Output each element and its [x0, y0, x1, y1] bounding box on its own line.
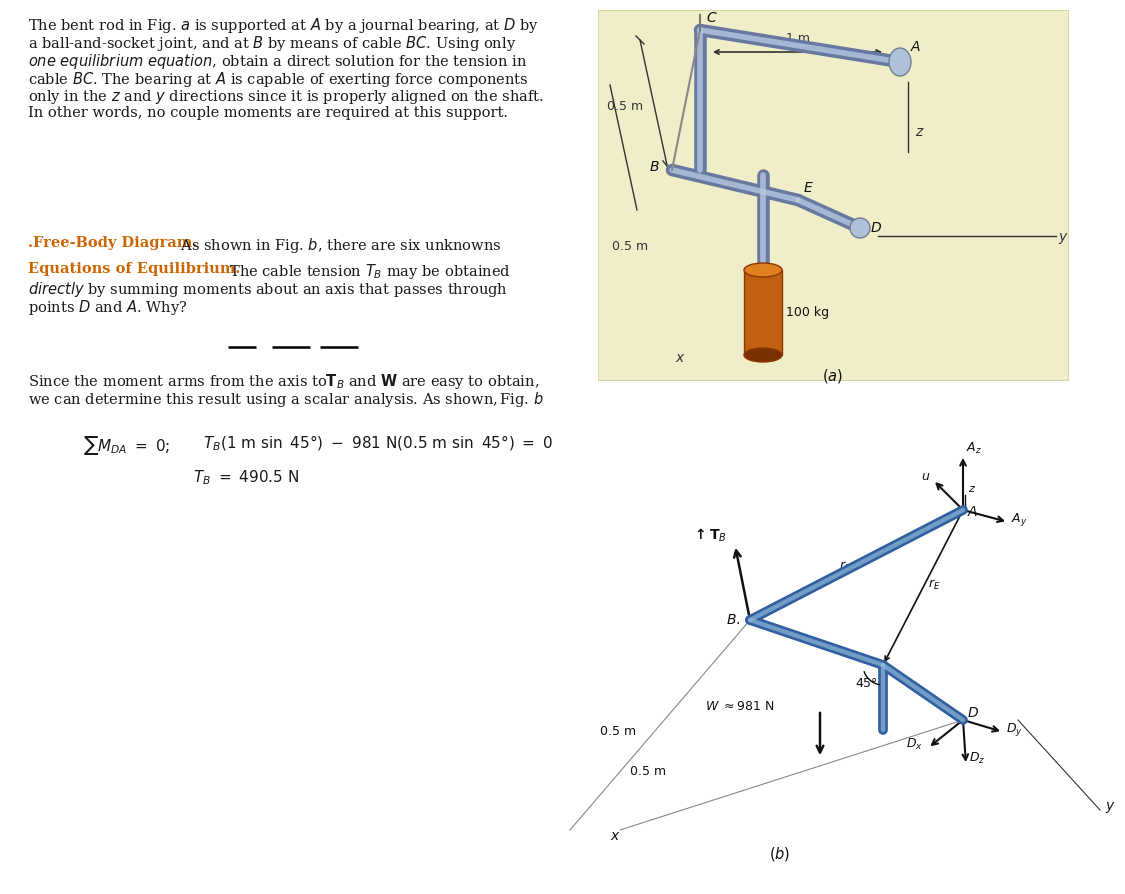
FancyBboxPatch shape [598, 10, 1068, 380]
Text: 0.5 m: 0.5 m [600, 725, 636, 738]
Text: Equations of Equilibrium.: Equations of Equilibrium. [28, 262, 241, 276]
Polygon shape [744, 270, 782, 355]
Text: $E$: $E$ [803, 181, 813, 195]
Text: .Free-Body Diagram.: .Free-Body Diagram. [28, 236, 197, 250]
Text: $(b)$: $(b)$ [770, 845, 791, 863]
Text: $\sum M_{DA}\ =\ 0;$: $\sum M_{DA}\ =\ 0;$ [83, 434, 170, 457]
Text: 0.5 m: 0.5 m [608, 100, 643, 113]
Text: $x$: $x$ [610, 829, 621, 843]
Text: In other words, no couple moments are required at this support.: In other words, no couple moments are re… [28, 106, 508, 120]
Text: cable $BC$. The bearing at $A$ is capable of exerting force components: cable $BC$. The bearing at $A$ is capabl… [28, 70, 529, 89]
Text: only in the $z$ and $y$ directions since it is properly aligned on the shaft.: only in the $z$ and $y$ directions since… [28, 88, 543, 106]
Text: The cable tension $T_B$ may be obtained: The cable tension $T_B$ may be obtained [220, 262, 511, 281]
Ellipse shape [850, 218, 870, 238]
Text: points $D$ and $A$. Why?: points $D$ and $A$. Why? [28, 298, 188, 317]
Ellipse shape [889, 48, 911, 76]
Text: As shown in Fig. $b$, there are six unknowns: As shown in Fig. $b$, there are six unkn… [176, 236, 502, 255]
Text: $W\ \approx 981\ \mathrm{N}$: $W\ \approx 981\ \mathrm{N}$ [705, 700, 775, 713]
Text: $r_E$: $r_E$ [928, 578, 940, 592]
Text: $z$: $z$ [968, 484, 976, 494]
Text: $(a)$: $(a)$ [822, 367, 844, 385]
Text: $A$: $A$ [910, 40, 921, 54]
Ellipse shape [744, 263, 782, 277]
Text: 0.5 m: 0.5 m [630, 765, 666, 778]
Text: $A$: $A$ [968, 505, 979, 519]
Text: $\it{one\ equilibrium\ equation}$, obtain a direct solution for the tension in: $\it{one\ equilibrium\ equation}$, obtai… [28, 52, 528, 71]
Text: we can determine this result using a scalar analysis. As shown,$\,$Fig. $b$: we can determine this result using a sca… [28, 390, 543, 409]
Text: 100 kg: 100 kg [786, 306, 829, 319]
Text: $D_z$: $D_z$ [969, 751, 986, 766]
Text: $D_y$: $D_y$ [1006, 721, 1023, 738]
Text: $B.$: $B.$ [726, 613, 740, 627]
Text: $T_B\ =\ 490.5\ \mathrm{N}$: $T_B\ =\ 490.5\ \mathrm{N}$ [193, 468, 299, 486]
Text: $\it{directly}$ by summing moments about an axis that passes through: $\it{directly}$ by summing moments about… [28, 280, 508, 299]
Text: $B$: $B$ [649, 160, 660, 174]
Text: Since the moment arms from the axis to$\mathbf{T}_{B}$ and $\mathbf{W}$ are easy: Since the moment arms from the axis to$\… [28, 372, 539, 391]
Text: $r_B$: $r_B$ [839, 560, 852, 574]
Text: $A_y$: $A_y$ [1011, 511, 1027, 528]
Text: a ball-and-socket joint, and at $B$ by means of cable $BC$. Using only: a ball-and-socket joint, and at $B$ by m… [28, 34, 516, 53]
Text: $D$: $D$ [968, 706, 979, 720]
Text: $45°$: $45°$ [855, 677, 878, 690]
Text: $y$: $y$ [1105, 800, 1116, 815]
Text: 1 m: 1 m [785, 32, 810, 45]
Text: $D$: $D$ [870, 221, 882, 235]
Text: 0.5 m: 0.5 m [612, 240, 648, 253]
Text: $x$: $x$ [675, 351, 685, 365]
Text: $A_z$: $A_z$ [966, 441, 982, 456]
Text: $D_x$: $D_x$ [906, 737, 922, 752]
Ellipse shape [744, 348, 782, 362]
Text: $y$: $y$ [1058, 231, 1069, 246]
Text: $\mathbf{\uparrow T}_B$: $\mathbf{\uparrow T}_B$ [692, 527, 727, 544]
Text: $z$: $z$ [916, 125, 925, 139]
Text: $C$: $C$ [706, 11, 718, 25]
Text: The bent rod in Fig. $a$ is supported at $A$ by a journal bearing, at $D$ by: The bent rod in Fig. $a$ is supported at… [28, 16, 539, 35]
Text: $u$: $u$ [921, 470, 930, 483]
Text: $T_B(1\ \mathrm{m}\ \sin\ 45°)\ -\ 981\ \mathrm{N}(0.5\ \mathrm{m}\ \sin\ 45°)\ : $T_B(1\ \mathrm{m}\ \sin\ 45°)\ -\ 981\ … [202, 434, 554, 453]
